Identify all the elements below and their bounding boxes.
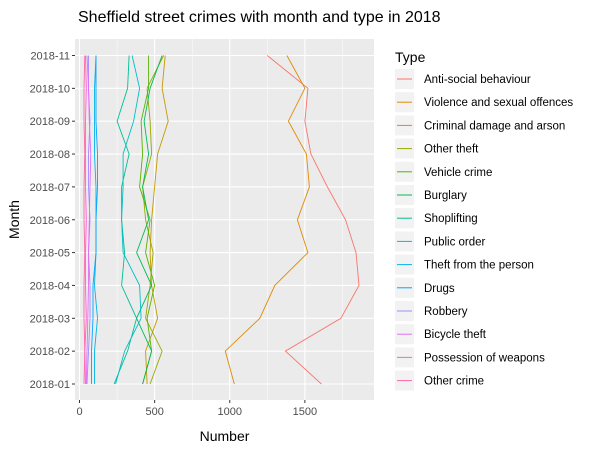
legend-label: Drugs bbox=[424, 283, 455, 295]
series-line bbox=[145, 55, 169, 385]
y-tick-label: 2018-03 bbox=[30, 313, 70, 325]
legend-label: Public order bbox=[424, 236, 486, 248]
legend-label: Violence and sexual offences bbox=[424, 97, 573, 109]
legend: Anti-social behaviour Violence and sexual… bbox=[395, 69, 573, 391]
legend-label: Theft from the person bbox=[424, 260, 534, 272]
legend-label: Criminal damage and arson bbox=[424, 120, 565, 132]
series-lines bbox=[83, 55, 360, 385]
chart-title: Sheffield street crimes with month and t… bbox=[78, 9, 441, 26]
series-line bbox=[267, 55, 360, 385]
legend-label: Bicycle theft bbox=[424, 329, 487, 341]
y-tick-label: 2018-07 bbox=[30, 182, 70, 194]
legend-label: Vehicle crime bbox=[424, 167, 492, 179]
legend-label: Other crime bbox=[424, 376, 484, 388]
x-axis: 0 500 1000 1500 bbox=[76, 400, 317, 418]
series-line bbox=[86, 55, 91, 385]
series-line bbox=[115, 55, 142, 385]
x-axis-title: Number bbox=[200, 428, 250, 444]
x-tick-label: 0 bbox=[76, 406, 82, 418]
series-line bbox=[85, 55, 92, 385]
legend-label: Shoplifting bbox=[424, 213, 478, 225]
y-tick-label: 2018-09 bbox=[30, 116, 70, 128]
series-line bbox=[224, 55, 310, 385]
legend-label: Other theft bbox=[424, 144, 479, 156]
series-line bbox=[139, 55, 156, 385]
legend-label: Robbery bbox=[424, 306, 468, 318]
series-line bbox=[83, 55, 86, 385]
y-axis: 2018-01 2018-02 2018-03 2018-04 2018-05 2018-… bbox=[30, 51, 75, 391]
y-tick-label: 2018-10 bbox=[30, 83, 70, 95]
series-line bbox=[91, 55, 98, 384]
y-axis-title: Month bbox=[6, 200, 22, 239]
y-tick-label: 2018-05 bbox=[30, 248, 70, 260]
y-tick-label: 2018-08 bbox=[30, 149, 70, 161]
y-tick-label: 2018-04 bbox=[30, 280, 70, 292]
y-tick-label: 2018-02 bbox=[30, 346, 70, 358]
y-tick-label: 2018-11 bbox=[30, 51, 70, 63]
series-line bbox=[84, 55, 87, 385]
x-tick-label: 1500 bbox=[293, 406, 317, 418]
legend-label: Anti-social behaviour bbox=[424, 74, 531, 86]
y-tick-label: 2018-01 bbox=[30, 379, 70, 391]
legend-label: Burglary bbox=[424, 190, 467, 202]
legend-label: Possession of weapons bbox=[424, 352, 545, 364]
series-line bbox=[142, 55, 165, 385]
x-tick-label: 500 bbox=[145, 406, 163, 418]
legend-title: Type bbox=[395, 49, 426, 65]
grid-lines bbox=[75, 39, 374, 400]
x-tick-label: 1000 bbox=[218, 406, 242, 418]
y-tick-label: 2018-06 bbox=[30, 215, 70, 227]
series-line bbox=[136, 55, 163, 385]
